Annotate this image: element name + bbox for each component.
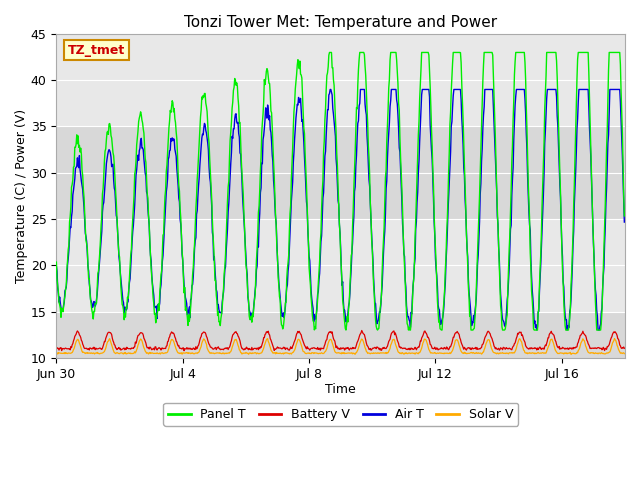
Bar: [56, 126, 625, 219]
Title: Tonzi Tower Met: Temperature and Power: Tonzi Tower Met: Temperature and Power: [184, 15, 497, 30]
Text: TZ_tmet: TZ_tmet: [68, 44, 125, 57]
Bar: [56, 34, 625, 126]
X-axis label: Time: Time: [325, 384, 356, 396]
Bar: [56, 219, 625, 312]
Y-axis label: Temperature (C) / Power (V): Temperature (C) / Power (V): [15, 109, 28, 283]
Bar: [56, 312, 625, 358]
Legend: Panel T, Battery V, Air T, Solar V: Panel T, Battery V, Air T, Solar V: [163, 403, 518, 426]
